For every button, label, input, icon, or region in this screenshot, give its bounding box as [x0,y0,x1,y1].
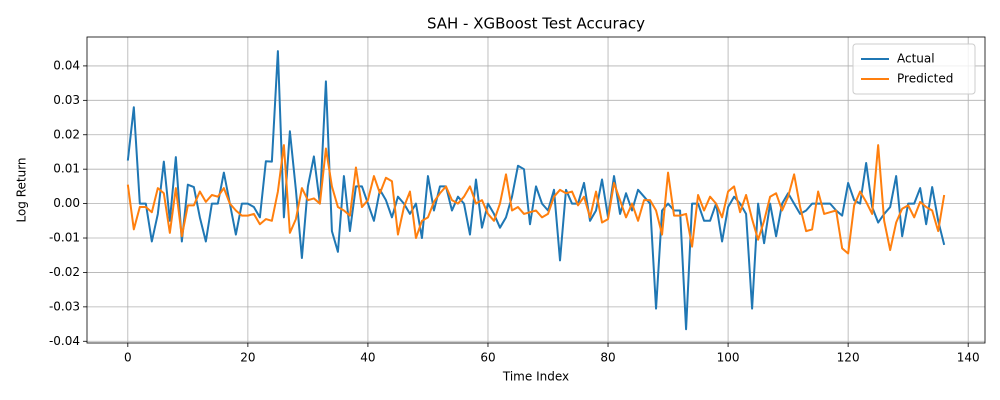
x-tick-label: 100 [717,351,740,365]
legend: Actual Predicted [852,43,976,95]
x-tick-label: 60 [480,351,495,365]
y-tick-label: -0.02 [49,265,80,279]
data-line [126,50,946,331]
y-tick-label: 0.04 [53,58,80,72]
legend-box [852,43,976,95]
x-tick-label: 140 [957,351,980,365]
grid-layer: 0 20 40 60 80 100 120 140 -0.04 -0.03 -0.02 -0.01 0.… [49,37,985,365]
y-tick-label: 0.00 [53,196,80,210]
x-tick-label: 80 [600,351,615,365]
y-tick-label: -0.03 [49,299,80,313]
y-tick-label: -0.01 [49,231,80,245]
x-tick-label: 40 [360,351,375,365]
y-tick-label: 0.03 [53,93,80,107]
lines-layer [126,50,946,331]
x-axis-label: Time Index [502,370,569,384]
y-tick-label: 0.02 [53,127,80,141]
legend-label: Actual [897,52,935,66]
legend-label: Predicted [897,72,953,86]
chart-title: SAH - XGBoost Test Accuracy [427,15,645,33]
y-axis-label: Log Return [15,157,29,222]
plot-frame [86,36,986,344]
x-tick-label: 0 [124,351,132,365]
x-tick-label: 120 [837,351,860,365]
data-line [126,144,946,255]
y-tick-label: -0.04 [49,334,80,348]
x-tick-label: 20 [240,351,255,365]
y-tick-label: 0.01 [53,162,80,176]
